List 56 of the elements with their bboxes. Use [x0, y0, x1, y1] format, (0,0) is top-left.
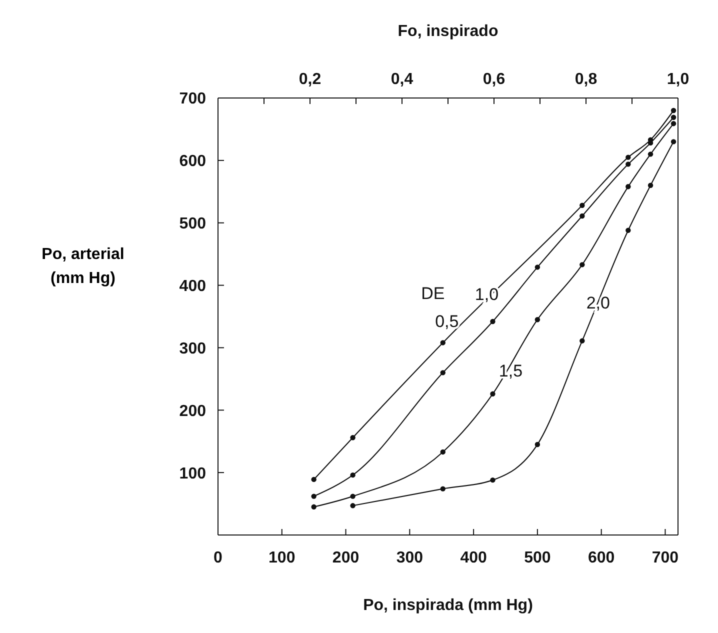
- y-tick-label: 500: [179, 216, 206, 233]
- y-axis-title: Po, arterial (mm Hg): [40, 245, 126, 289]
- point: [626, 228, 631, 233]
- y-tick-label: 200: [179, 402, 206, 420]
- series-label: 0,5: [435, 312, 459, 332]
- x-tick-label: 0: [214, 549, 223, 566]
- x-tick-label: 100: [268, 549, 296, 566]
- x-tick-label: 700: [652, 549, 679, 566]
- point: [311, 476, 316, 482]
- point: [580, 262, 585, 268]
- y-tick-label: 400: [179, 278, 206, 295]
- point: [580, 338, 585, 344]
- x-tick-label: 500: [524, 549, 551, 566]
- point: [440, 449, 446, 455]
- point: [440, 370, 446, 376]
- x-axis-title: Po, inspirada (mm Hg): [363, 597, 533, 614]
- point: [350, 494, 356, 499]
- x-tick-label: 200: [332, 549, 360, 566]
- point: [490, 477, 496, 483]
- y-tick-label: 700: [179, 90, 206, 108]
- point: [311, 504, 316, 510]
- point: [626, 154, 631, 160]
- point: [311, 494, 316, 499]
- point: [440, 340, 446, 346]
- point: [670, 108, 676, 114]
- y-tick-label: 100: [179, 465, 206, 482]
- point: [670, 114, 676, 120]
- point: [648, 182, 654, 188]
- x2-tick-label: 1,0: [666, 71, 690, 88]
- point: [626, 184, 631, 190]
- y-tick-label: 300: [179, 340, 206, 358]
- point: [534, 442, 540, 448]
- x2-axis-title: Fo, inspirado: [398, 23, 498, 40]
- point: [350, 435, 356, 440]
- x2-tick-label: 0,4: [390, 71, 414, 88]
- point: [648, 152, 654, 157]
- point: [490, 318, 496, 324]
- x-tick-label: 600: [588, 549, 615, 566]
- x-tick-label: 300: [396, 549, 424, 566]
- point: [534, 264, 540, 270]
- x-tick-label: 400: [460, 549, 487, 566]
- point: [534, 317, 540, 322]
- point: [350, 503, 356, 508]
- x2-tick-label: 0,8: [574, 71, 598, 88]
- point: [670, 139, 676, 144]
- point: [626, 162, 631, 167]
- x2-tick-label: 0,2: [298, 71, 322, 88]
- point: [350, 472, 356, 478]
- point: [580, 202, 585, 208]
- point: [670, 120, 676, 126]
- point: [440, 486, 446, 492]
- point: [580, 213, 585, 219]
- legend-title: DE: [421, 284, 445, 304]
- point: [490, 391, 496, 397]
- x2-tick-label: 0,6: [482, 71, 506, 88]
- y-tick-label: 600: [179, 153, 206, 170]
